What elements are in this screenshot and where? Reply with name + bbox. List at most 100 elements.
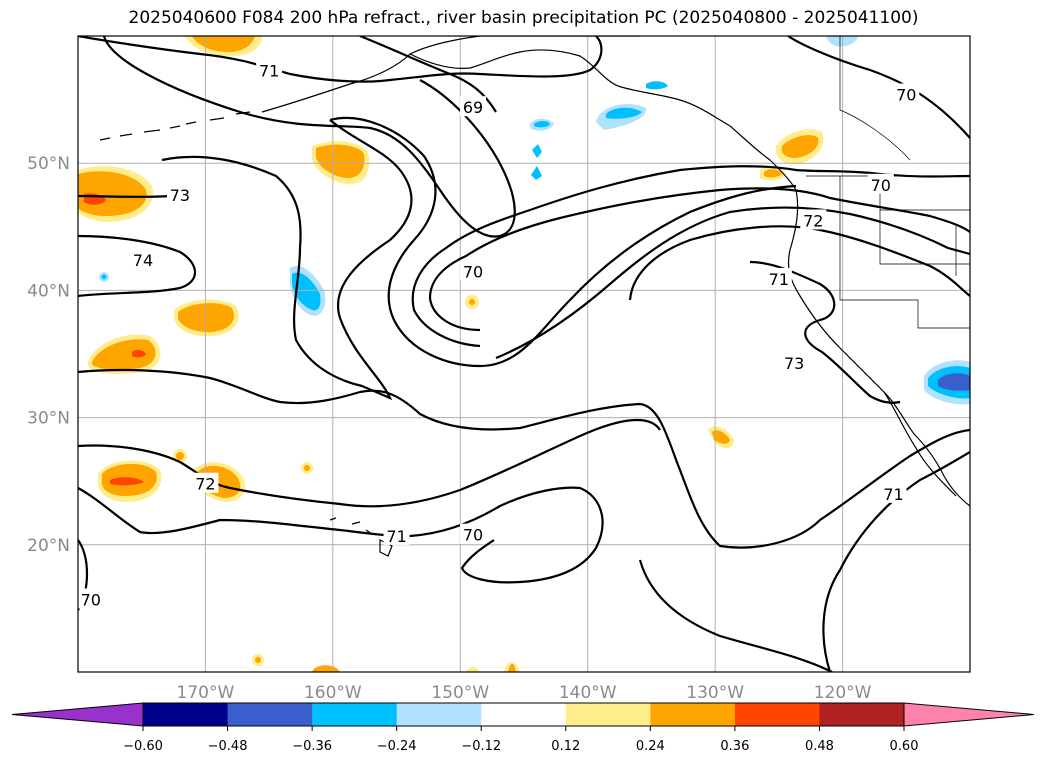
- contour-label: 71: [769, 270, 789, 289]
- colorbar-extend-low: [11, 702, 144, 727]
- colorbar-tick-label: −0.12: [461, 739, 501, 754]
- colorbar-tick-label: −0.24: [377, 739, 417, 754]
- contour-label: 70: [896, 86, 916, 105]
- lon-tick-label: 150°W: [431, 683, 489, 703]
- contour-label-bg: [880, 482, 907, 503]
- contour-label: 70: [463, 262, 483, 281]
- lat-tick-label: 40°N: [27, 281, 70, 301]
- precip-blob: [78, 171, 147, 216]
- colorbar-segment: [565, 703, 651, 726]
- precip-blob: [110, 477, 144, 486]
- contour-label: 72: [195, 475, 215, 494]
- precip-blob: [92, 339, 156, 370]
- lon-tick-label: 170°W: [177, 683, 235, 703]
- colorbar-tick-label: 0.24: [636, 739, 665, 754]
- contour-71-south: [78, 486, 604, 584]
- longitude-labels: 170°W 160°W 150°W 140°W 130°W 120°W: [177, 683, 872, 703]
- precip-blob: [304, 465, 310, 471]
- hawaii-islands: [329, 517, 393, 557]
- precip-blob: [534, 121, 550, 128]
- contour-72: [495, 206, 970, 360]
- contour-70-northeast: [787, 36, 970, 139]
- contour-label-bg: [129, 248, 156, 269]
- precip-blob: [316, 144, 365, 178]
- contour-jet-core-d: [428, 187, 970, 332]
- contour-label-bg: [893, 83, 920, 104]
- contour-labels: 71 69 70 73 74 70 70 72 71 73 72 71 70 71 70: [78, 59, 920, 609]
- precip-blob: [178, 303, 234, 333]
- colorbar-tick-label: −0.36: [292, 739, 332, 754]
- contour-label-bg: [460, 96, 487, 117]
- precip-blob: [176, 452, 184, 460]
- contour-label: 70: [81, 590, 101, 609]
- lon-tick-label: 130°W: [686, 683, 744, 703]
- precip-blob: [712, 430, 730, 444]
- precip-blob: [826, 36, 858, 47]
- colorbar-segment: [481, 703, 567, 726]
- chart-title: 2025040600 F084 200 hPa refract., river …: [128, 8, 919, 28]
- refractivity-contours: [78, 36, 970, 672]
- coastline-alaska: [261, 36, 640, 113]
- precip-blob: [192, 36, 255, 52]
- coastline-us-west: [787, 189, 970, 507]
- state-borders: [839, 176, 970, 329]
- contour-73-east: [749, 260, 901, 404]
- contour-label-bg: [867, 173, 894, 194]
- colorbar-tick-label: 0.48: [805, 739, 834, 754]
- contour-jet-core-c: [411, 165, 970, 348]
- coastline-baja: [883, 391, 957, 497]
- colorbar-tick-label: 0.36: [720, 739, 749, 754]
- precip-blob: [508, 663, 516, 672]
- precip-blob: [531, 166, 542, 180]
- contour-label-bg: [781, 351, 808, 372]
- contour-71-north: [78, 36, 603, 83]
- contour-label-bg: [192, 472, 219, 493]
- contour-label-bg: [166, 184, 193, 204]
- contour-label: 69: [463, 98, 483, 117]
- colorbar-segment: [227, 703, 313, 726]
- colorbar-segment: [734, 703, 820, 726]
- contour-jet-core-a: [161, 119, 413, 401]
- coastlines: [99, 36, 970, 557]
- precip-blob: [764, 169, 782, 178]
- precip-blob: [646, 81, 668, 90]
- precip-blob: [101, 274, 107, 280]
- contour-label: 70: [463, 526, 483, 545]
- contour-69: [359, 36, 497, 113]
- contour-label: 73: [784, 354, 804, 373]
- colorbar-extend-high: [903, 702, 1035, 727]
- contour-label-bg: [800, 209, 827, 230]
- contour-label-bg: [460, 523, 487, 544]
- colorbar-tick-label: −0.48: [208, 739, 248, 754]
- contour-73-west: [78, 194, 171, 198]
- colorbar-segment: [650, 703, 736, 726]
- contour-label: 71: [259, 61, 279, 80]
- precipitation-shading: [78, 36, 970, 672]
- colorbar-tick-label: −0.60: [123, 739, 163, 754]
- contour-label: 70: [871, 176, 891, 195]
- contour-mid-ocean: [78, 368, 970, 549]
- colorbar-segment: [396, 703, 482, 726]
- lon-tick-label: 120°W: [814, 683, 872, 703]
- contour-label: 71: [883, 485, 903, 504]
- colorbar-tick-label: 0.60: [890, 739, 919, 754]
- colorbar-segment: [143, 703, 229, 726]
- lat-tick-label: 30°N: [27, 409, 70, 429]
- contour-label: 73: [170, 186, 190, 205]
- precip-blob: [292, 272, 321, 311]
- contour-label-bg: [765, 267, 792, 288]
- precip-blob: [469, 299, 475, 305]
- precip-blob: [466, 666, 480, 672]
- precip-blob: [938, 373, 970, 391]
- contour-74: [78, 234, 197, 298]
- contour-label: 72: [803, 211, 823, 230]
- precip-blob: [532, 144, 542, 158]
- contour-label: 71: [386, 527, 406, 546]
- colorbar: −0.60 −0.48 −0.36 −0.24 −0.12 0.12 0.24 0.36 0.4…: [11, 702, 1035, 754]
- aleutian-islands: [99, 111, 251, 141]
- colorbar-segment: [312, 703, 398, 726]
- lat-tick-label: 20°N: [27, 536, 70, 556]
- precip-blob: [781, 135, 819, 158]
- colorbar-tick-label: 0.12: [551, 739, 580, 754]
